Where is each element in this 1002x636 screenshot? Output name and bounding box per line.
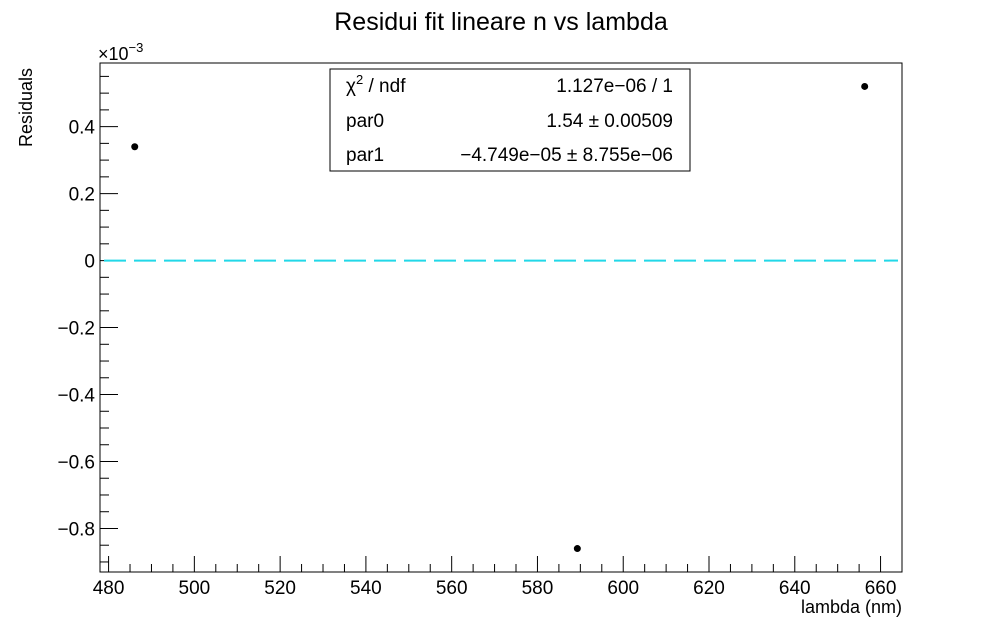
x-tick-label: 660 — [865, 578, 897, 599]
y-axis-ticks — [100, 75, 118, 563]
x-tick-label: 580 — [522, 578, 554, 599]
y-axis-title: Residuals — [16, 68, 36, 147]
y-axis-multiplier: ×10−3 — [98, 40, 143, 64]
stats-row-par0-label: par0 — [346, 111, 384, 132]
chart-title: Residui fit lineare n vs lambda — [334, 8, 668, 36]
x-tick-label: 640 — [779, 578, 811, 599]
data-point — [861, 82, 869, 90]
stats-box: χ2 / ndf 1.127e−06 / 1 par0 1.54 ± 0.005… — [329, 68, 691, 172]
y-tick-label: 0.4 — [69, 118, 96, 139]
stats-row-chi2-value: 1.127e−06 / 1 — [556, 76, 673, 97]
x-tick-label: 600 — [607, 578, 639, 599]
y-tick-label: 0 — [84, 252, 95, 273]
data-points — [131, 82, 869, 553]
x-tick-label: 500 — [179, 578, 211, 599]
y-tick-label: −0.6 — [57, 452, 95, 473]
stats-row-chi2-label: χ2 / ndf — [346, 72, 406, 97]
stats-row-par1-value: −4.749e−05 ± 8.755e−06 — [460, 145, 673, 166]
data-point — [573, 545, 581, 553]
x-axis-ticks — [108, 556, 903, 572]
y-tick-label: 0.2 — [69, 185, 95, 206]
x-tick-label: 520 — [264, 578, 296, 599]
plot-frame — [99, 62, 903, 573]
y-axis-tick-labels: 0.4 0.2 0 −0.2 −0.4 −0.6 −0.8 — [57, 118, 95, 541]
y-tick-label: −0.2 — [57, 319, 95, 340]
x-tick-label: 560 — [436, 578, 468, 599]
stats-box-frame — [329, 68, 691, 172]
x-tick-label: 480 — [93, 578, 125, 599]
x-tick-label: 620 — [693, 578, 725, 599]
stats-row-par0-value: 1.54 ± 0.00509 — [546, 111, 673, 132]
stats-row-par1-label: par1 — [346, 145, 384, 166]
x-tick-label: 540 — [350, 578, 382, 599]
data-point — [131, 143, 139, 151]
x-axis-title: lambda (nm) — [801, 597, 902, 617]
x-axis-tick-labels: 480 500 520 540 560 580 600 620 640 660 — [93, 578, 897, 599]
y-tick-label: −0.4 — [57, 386, 95, 407]
y-tick-label: −0.8 — [57, 519, 95, 540]
